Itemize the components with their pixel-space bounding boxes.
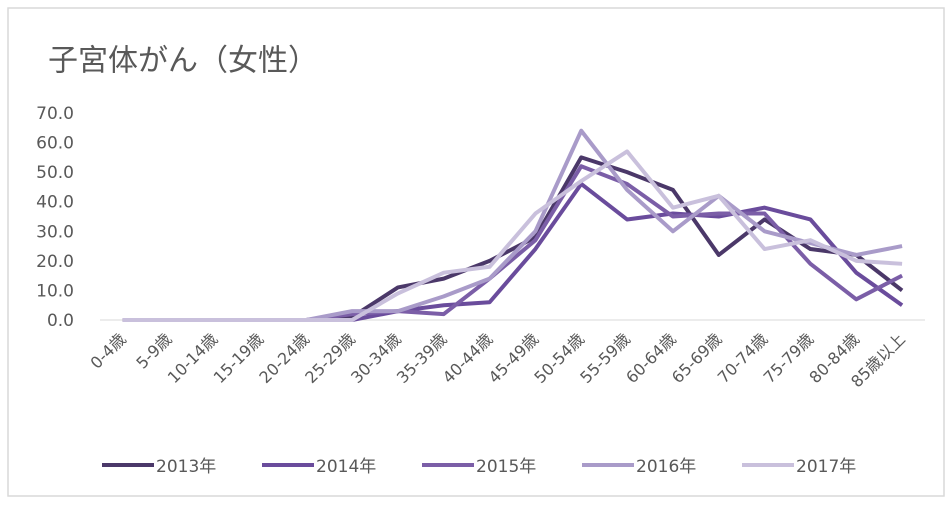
y-tick-label: 70.0 <box>36 104 74 124</box>
legend-label: 2014年 <box>316 457 376 477</box>
y-tick-label: 20.0 <box>36 252 74 272</box>
y-tick-label: 10.0 <box>36 281 74 301</box>
y-tick-label: 60.0 <box>36 134 74 154</box>
chart-frame <box>7 7 945 497</box>
series-line <box>122 149 903 322</box>
y-tick-label: 50.0 <box>36 163 74 183</box>
chart-title: 子宮体がん（女性） <box>48 44 318 79</box>
y-tick-label: 0.0 <box>47 311 74 331</box>
legend-label: 2013年 <box>156 457 216 477</box>
legend-label: 2015年 <box>476 457 536 477</box>
legend-label: 2017年 <box>796 457 856 477</box>
y-tick-label: 30.0 <box>36 222 74 242</box>
legend-label: 2016年 <box>636 457 696 477</box>
y-tick-label: 40.0 <box>36 193 74 213</box>
